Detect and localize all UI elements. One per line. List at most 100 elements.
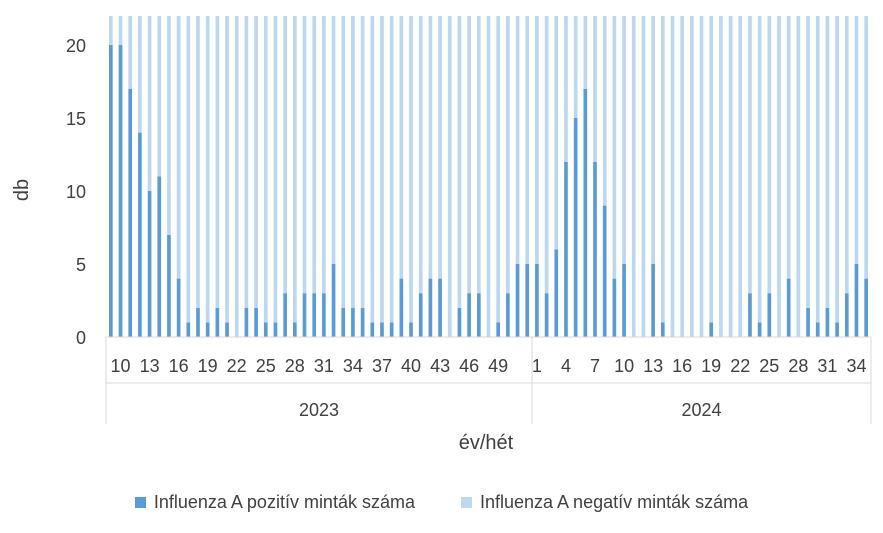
bar-negative [680, 16, 685, 337]
y-tick-label: 20 [66, 36, 86, 56]
bar-positive [409, 322, 413, 337]
bar-negative [709, 16, 714, 323]
bar-negative [312, 16, 317, 294]
bar-negative [593, 16, 597, 162]
bar-positive [322, 293, 326, 337]
bar-negative [583, 16, 588, 89]
bar-negative [341, 16, 346, 308]
x-tick-label: 13 [643, 356, 663, 376]
legend-swatch-positive [134, 497, 146, 508]
bar-negative [660, 16, 665, 323]
bar-negative [118, 16, 123, 45]
bar-negative [167, 16, 171, 235]
bar-negative [719, 16, 723, 337]
bar-negative [854, 16, 859, 264]
bar-positive [254, 307, 258, 337]
bar-negative [796, 16, 801, 337]
bar-negative [757, 16, 762, 323]
legend-swatch-negative [460, 497, 472, 508]
bar-positive [457, 307, 462, 337]
bar-negative [515, 16, 520, 264]
x-tick-label: 37 [372, 356, 392, 376]
bar-negative [186, 16, 191, 323]
x-tick-label: 16 [672, 356, 692, 376]
bar-negative [825, 16, 830, 308]
bar-positive [564, 161, 568, 337]
bar-negative [205, 16, 210, 323]
bar-positive [573, 118, 578, 337]
bar-positive [244, 307, 249, 337]
x-tick-label: 31 [314, 356, 334, 376]
bar-negative [806, 16, 810, 308]
bar-positive [176, 278, 181, 337]
bar-positive [292, 322, 297, 337]
x-tick-label: 40 [401, 356, 421, 376]
x-group-label-2023: 2023 [299, 400, 339, 420]
bar-negative [215, 16, 220, 308]
x-tick-label: 28 [788, 356, 808, 376]
bar-negative [670, 16, 675, 337]
y-tick-label: 15 [66, 109, 86, 129]
bar-negative [835, 16, 839, 323]
bar-positive [196, 307, 200, 337]
x-tick-label: 49 [488, 356, 508, 376]
bar-negative [254, 16, 258, 308]
bar-positive [825, 307, 830, 337]
bar-negative [476, 16, 481, 294]
bar-negative [631, 16, 636, 337]
bar-negative [844, 16, 849, 294]
bar-negative [331, 16, 336, 264]
bar-negative [467, 16, 471, 294]
legend-item-positive: Influenza A pozitív minták száma [134, 492, 415, 513]
x-tick-label: 7 [590, 356, 600, 376]
bars-layer [109, 16, 868, 337]
bar-negative [564, 16, 568, 162]
bar-positive [118, 45, 123, 337]
bar-positive [438, 278, 442, 337]
bar-positive [380, 322, 384, 337]
bar-negative [651, 16, 655, 264]
x-axis: 10 13 16 19 22 25 28 31 34 37 40 43 46 49 1 4 7 10 13 16 19 2… [105, 336, 872, 424]
x-tick-label: 13 [140, 356, 160, 376]
y-tick-label: 5 [76, 255, 86, 275]
bar-positive [757, 322, 762, 337]
bar-positive [612, 278, 617, 337]
x-group-label-2024: 2024 [681, 400, 721, 420]
bar-positive [844, 293, 849, 337]
bar-negative [506, 16, 510, 294]
bar-negative [612, 16, 617, 279]
bar-positive [506, 293, 510, 337]
bar-positive [709, 322, 714, 337]
x-axis-title: év/hét [459, 432, 514, 454]
bar-negative [370, 16, 375, 323]
bar-negative [699, 16, 704, 337]
bar-positive [660, 322, 665, 337]
bar-negative [283, 16, 287, 294]
legend-label-negative: Influenza A negatív minták száma [479, 492, 749, 512]
legend-label-positive: Influenza A pozitív minták száma [153, 492, 415, 512]
bar-negative [438, 16, 442, 279]
bar-positive [205, 322, 210, 337]
bar-negative [157, 16, 162, 177]
bar-negative [544, 16, 549, 294]
bar-positive [418, 293, 423, 337]
bar-positive [428, 278, 433, 337]
x-tick-label: 19 [701, 356, 721, 376]
bar-negative [302, 16, 307, 294]
bar-negative [738, 16, 743, 337]
bar-negative [128, 16, 133, 89]
bar-positive [263, 322, 268, 337]
bar-negative [864, 16, 868, 279]
stacked-bar-chart: 0 5 10 15 20 10 13 16 19 22 25 28 31 34 37 40 43 46 49 1 4 7… [11, 16, 872, 454]
bar-negative [690, 16, 694, 337]
bar-negative [380, 16, 384, 323]
y-axis-title: db [11, 179, 33, 201]
bar-positive [389, 322, 394, 337]
bar-positive [786, 278, 791, 337]
bar-positive [496, 322, 501, 337]
bar-negative [138, 16, 142, 133]
bar-positive [515, 264, 520, 337]
bar-positive [864, 278, 868, 337]
bar-positive [835, 322, 839, 337]
bar-negative [418, 16, 423, 294]
